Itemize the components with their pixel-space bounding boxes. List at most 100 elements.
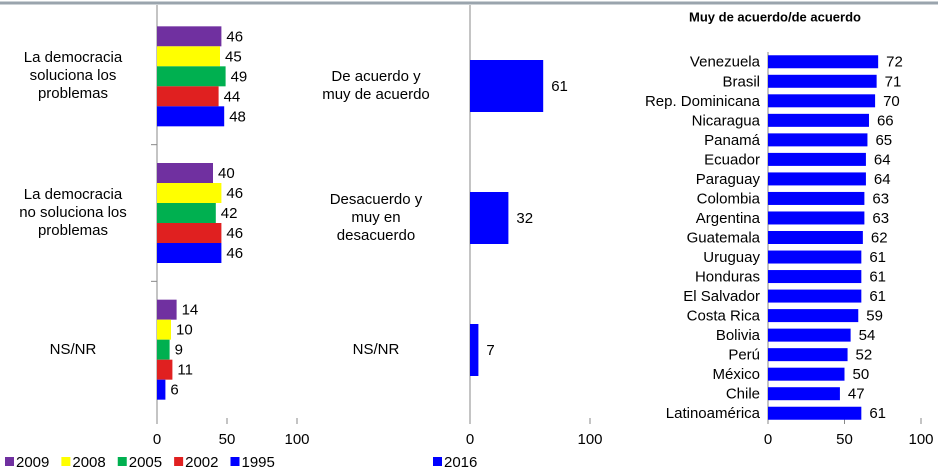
bar xyxy=(157,106,225,127)
chart-title: Muy de acuerdo/de acuerdo xyxy=(689,9,861,24)
value-label: 72 xyxy=(886,54,903,71)
bar xyxy=(157,46,220,67)
bar xyxy=(157,339,170,360)
x-tick-label: 0 xyxy=(764,431,772,448)
bar xyxy=(768,309,859,323)
category-label: Perú xyxy=(728,347,760,364)
legend-label: 1995 xyxy=(242,454,275,471)
category-label: Chile xyxy=(726,386,760,403)
value-label: 40 xyxy=(218,165,235,182)
bar xyxy=(470,324,479,376)
value-label: 52 xyxy=(856,347,873,364)
value-label: 11 xyxy=(177,362,193,379)
legend-swatch xyxy=(117,457,127,466)
bar xyxy=(768,152,866,166)
legend-swatch xyxy=(230,457,240,466)
bar xyxy=(768,231,863,244)
bar xyxy=(768,133,868,147)
category-label: Desacuerdo y muy en desacuerdo xyxy=(329,191,423,244)
value-label: 7 xyxy=(486,342,494,359)
category-label: Honduras xyxy=(695,269,760,286)
bar xyxy=(470,192,509,244)
category-label: Venezuela xyxy=(690,54,761,71)
value-label: 46 xyxy=(226,225,243,242)
value-label: 61 xyxy=(551,78,568,95)
bar xyxy=(157,379,166,400)
bar xyxy=(768,55,879,69)
bar xyxy=(768,406,862,420)
x-tick-label: 50 xyxy=(836,431,853,448)
value-label: 61 xyxy=(869,249,886,266)
bar xyxy=(768,94,876,108)
bar xyxy=(157,163,213,183)
x-tick-label: 100 xyxy=(577,431,602,448)
value-label: 64 xyxy=(874,151,891,168)
value-label: 61 xyxy=(869,405,886,422)
category-label: NS/NR xyxy=(49,340,97,358)
legend-label: 2009 xyxy=(16,454,49,471)
value-label: 44 xyxy=(224,88,241,105)
bar xyxy=(157,66,226,87)
bar xyxy=(768,113,869,127)
value-label: 59 xyxy=(866,308,883,325)
value-label: 63 xyxy=(872,210,889,227)
bar xyxy=(768,250,862,264)
bar xyxy=(768,172,866,186)
bar xyxy=(157,183,222,203)
value-label: 62 xyxy=(871,229,888,246)
bar xyxy=(157,203,216,223)
value-label: 50 xyxy=(853,366,870,383)
bar xyxy=(157,86,219,107)
bar xyxy=(768,387,840,401)
legend-label: 2016 xyxy=(444,454,477,471)
value-label: 47 xyxy=(848,386,865,403)
bar xyxy=(157,299,177,320)
legend-label: 2002 xyxy=(185,454,218,471)
category-label: NS/NR xyxy=(352,341,400,358)
bar xyxy=(157,359,173,380)
value-label: 6 xyxy=(170,382,178,399)
value-label: 48 xyxy=(229,108,246,125)
legend-swatch xyxy=(5,457,14,466)
category-label: Bolivia xyxy=(716,327,761,344)
bar xyxy=(157,223,222,243)
legend-swatch xyxy=(433,457,442,466)
bar xyxy=(768,367,845,381)
category-label: Uruguay xyxy=(703,249,760,266)
value-label: 65 xyxy=(875,132,892,149)
value-label: 46 xyxy=(226,185,243,202)
value-label: 32 xyxy=(516,210,533,227)
value-label: 10 xyxy=(176,322,193,339)
category-label: El Salvador xyxy=(683,288,760,305)
category-label: Rep. Dominicana xyxy=(645,93,761,110)
category-label: Costa Rica xyxy=(687,308,761,325)
value-label: 45 xyxy=(225,48,242,65)
value-label: 63 xyxy=(872,190,889,207)
value-label: 46 xyxy=(226,245,243,262)
category-label: De acuerdo y muy de acuerdo xyxy=(322,68,430,103)
category-label: Ecuador xyxy=(704,151,760,168)
value-label: 9 xyxy=(175,342,183,359)
value-label: 49 xyxy=(231,68,248,85)
bar xyxy=(157,243,222,263)
value-label: 42 xyxy=(221,205,238,222)
bar xyxy=(768,348,848,362)
category-label: Colombia xyxy=(697,190,761,207)
bar xyxy=(768,191,865,205)
x-tick-label: 0 xyxy=(466,431,474,448)
category-label: México xyxy=(712,366,760,383)
legend-swatch xyxy=(61,457,71,466)
bar xyxy=(157,26,222,47)
value-label: 61 xyxy=(869,288,886,305)
bar xyxy=(768,289,862,303)
bar xyxy=(768,211,865,225)
category-label: Nicaragua xyxy=(692,112,761,129)
legend-swatch xyxy=(174,457,184,466)
legend-label: 2005 xyxy=(129,454,162,471)
category-label: La democracia soluciona los problemas xyxy=(23,49,123,103)
x-tick-label: 0 xyxy=(153,431,161,448)
x-tick-label: 100 xyxy=(284,431,309,448)
legend-label: 2008 xyxy=(72,454,105,471)
category-label: Latinoamérica xyxy=(666,405,761,422)
